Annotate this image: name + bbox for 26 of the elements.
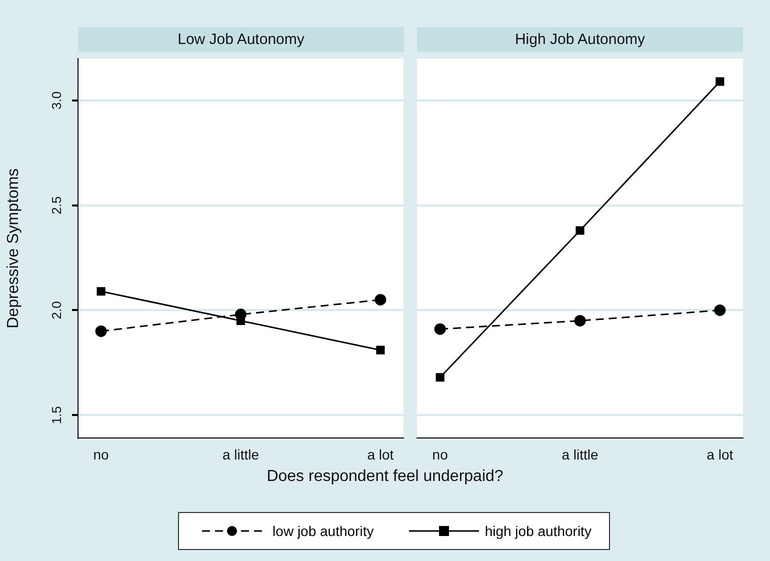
x-tick-label: no bbox=[432, 446, 448, 462]
point bbox=[95, 325, 107, 337]
x-tick-label: a little bbox=[562, 446, 598, 462]
chart-title: Low Job Autonomy bbox=[78, 27, 404, 52]
point bbox=[714, 304, 726, 316]
point bbox=[376, 346, 385, 354]
point bbox=[576, 226, 584, 235]
x-axis-title: Does respondent feel underpaid? bbox=[266, 468, 504, 486]
point bbox=[374, 294, 386, 306]
y-tick-label: 2.0 bbox=[49, 301, 64, 320]
y-tick-label: 1.5 bbox=[49, 406, 64, 424]
legend-label: high job authority bbox=[484, 523, 592, 539]
legend-label: low job authority bbox=[272, 523, 374, 539]
point bbox=[574, 314, 586, 326]
point bbox=[436, 373, 444, 382]
x-tick-label: no bbox=[93, 446, 110, 462]
y-axis-title: Depressive Symptoms bbox=[5, 168, 22, 328]
y-tick-label: 3.0 bbox=[49, 91, 64, 110]
y-tick-label: 2.5 bbox=[49, 196, 64, 214]
point bbox=[434, 323, 446, 335]
x-tick-label: a lot bbox=[706, 446, 734, 462]
x-tick-label: a little bbox=[222, 446, 260, 462]
point bbox=[96, 287, 106, 296]
chart-title: High Job Autonomy bbox=[417, 27, 743, 52]
point bbox=[716, 77, 724, 86]
x-tick-label: a lot bbox=[367, 446, 394, 462]
